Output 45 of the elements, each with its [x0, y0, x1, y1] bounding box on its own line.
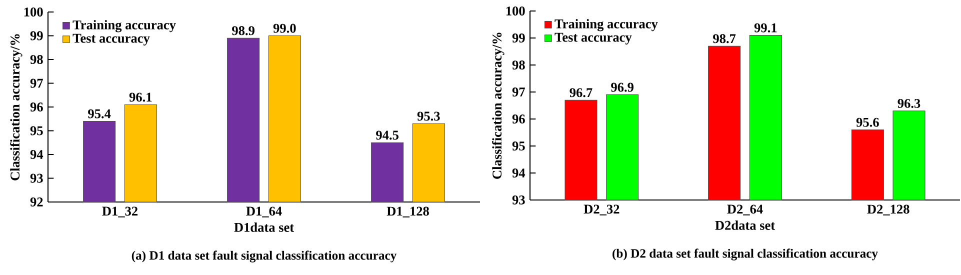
- y-axis-title: Classification accuracy/%: [492, 32, 504, 179]
- data-label: 96.1: [129, 92, 152, 102]
- legend-label: Training accuracy: [554, 19, 658, 32]
- y-tick-label: 100: [24, 8, 43, 16]
- y-tick-label: 93: [512, 196, 525, 204]
- y-tick-label: 92: [30, 198, 43, 206]
- data-label: 96.3: [898, 98, 920, 108]
- y-tick-label: 100: [506, 6, 525, 16]
- y-tick-label: 99: [512, 34, 525, 42]
- text: (a) D1 data set fault signal classification accuracy: [132, 250, 397, 262]
- x-tick-label: D2_64: [727, 204, 763, 216]
- data-label: 95.6: [856, 118, 879, 127]
- x-tick-label: D1_32: [102, 206, 138, 218]
- x-axis-title: D2data set: [715, 220, 776, 230]
- data-label: 95.4: [88, 109, 111, 118]
- data-label: 94.5: [376, 130, 398, 140]
- x-axis-title: D1data set: [234, 222, 294, 232]
- legend-label: Training accuracy: [72, 20, 176, 32]
- y-tick-label: 95: [30, 126, 43, 136]
- y-tick-label: 94: [30, 150, 44, 159]
- y-tick-label: 99: [30, 31, 43, 40]
- legend-label: Test accuracy: [554, 32, 632, 44]
- legend-label: Test accuracy: [72, 34, 150, 46]
- y-tick-label: 98: [512, 60, 525, 70]
- y-tick-label: 95: [512, 142, 525, 150]
- y-axis-title: Classification accuracy/%: [10, 34, 22, 180]
- data-label: 98.7: [713, 34, 736, 44]
- y-tick-label: 96: [30, 102, 43, 112]
- y-tick-label: 97: [512, 88, 525, 96]
- x-tick-label: D2_32: [584, 204, 620, 216]
- x-tick-label: D1_128: [386, 206, 429, 218]
- data-label: 99.0: [273, 24, 296, 33]
- data-label: 99.1: [754, 23, 777, 32]
- y-tick-label: 94: [512, 168, 526, 178]
- x-tick-label: D1_64: [246, 206, 282, 218]
- y-tick-label: 98: [30, 55, 43, 64]
- x-tick-label: D2_128: [867, 204, 910, 216]
- y-tick-label: 93: [30, 174, 43, 183]
- y-tick-label: 97: [30, 78, 43, 88]
- data-label: 96.9: [611, 82, 634, 92]
- text: (b) D2 data set fault signal classification accuracy: [612, 248, 878, 260]
- data-label: 96.7: [570, 88, 592, 98]
- data-label: 98.9: [232, 26, 254, 36]
- y-tick-label: 96: [512, 114, 525, 124]
- data-label: 95.3: [417, 112, 440, 121]
